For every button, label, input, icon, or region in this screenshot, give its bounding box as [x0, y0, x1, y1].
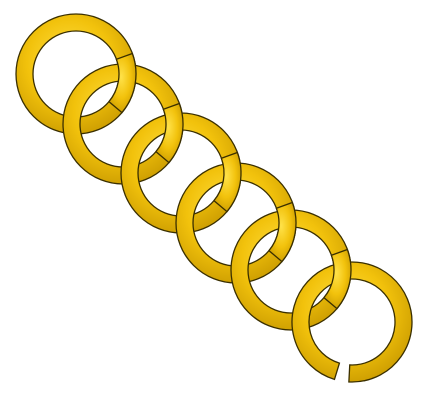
- chain-ring-overlap: [323, 248, 352, 310]
- chain-ring-overlap: [268, 201, 297, 263]
- chain-ring-overlap: [155, 102, 184, 164]
- chain-ring-overlap: [213, 151, 242, 213]
- chain-ring-overlap: [108, 52, 137, 114]
- chain-ring-open: [291, 261, 413, 383]
